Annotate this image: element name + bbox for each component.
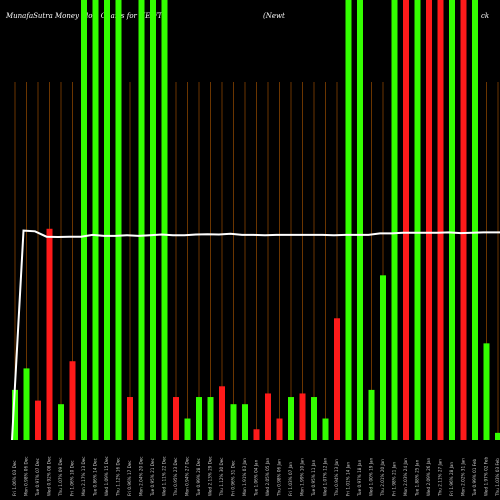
- chart-title-part: ck: [481, 12, 490, 20]
- x-tick-label: Tue 0.86% 14 Dec: [93, 457, 98, 497]
- bar: [184, 418, 191, 440]
- x-tick-label: Tue 0.95% 11 Jan: [311, 459, 316, 497]
- bar: [334, 318, 340, 440]
- x-tick-label: Tue 0.97% 07 Dec: [35, 457, 40, 497]
- bar: [345, 0, 352, 440]
- x-tick-label: Mon 1.91% 03 Jan: [242, 458, 247, 496]
- x-tick-label: Mon 2.03% 24 Jan: [403, 458, 408, 496]
- x-tick-label: Wed 2.05% 05 Jan: [265, 457, 270, 496]
- x-tick-label: Fri 1.96% 28 Jan: [449, 462, 454, 496]
- bar: [46, 228, 53, 440]
- bar: [161, 0, 168, 440]
- x-tick-label: Thu 2.11% 27 Jan: [438, 459, 443, 497]
- x-tick-label: Mon 2.04% 20 Dec: [139, 456, 144, 496]
- x-tick-label: Thu 1.03% 03 Feb: [495, 458, 500, 497]
- bar: [150, 0, 156, 440]
- x-tick-label: Thu 0.95% 23 Dec: [173, 457, 178, 497]
- x-tick-label: Tue 1.88% 25 Jan: [415, 459, 420, 497]
- bar: [299, 393, 306, 440]
- bar: [460, 0, 467, 440]
- x-tick-label: Mon 1.99% 10 Jan: [300, 458, 305, 496]
- x-tick-label: Wed 1.07% 12 Jan: [323, 457, 328, 496]
- bar: [403, 0, 409, 440]
- x-tick-label: Tue 0.97% 18 Jan: [357, 459, 362, 497]
- bar: [58, 404, 64, 440]
- bar: [276, 418, 283, 440]
- bar: [69, 361, 76, 440]
- x-tick-label: Fri 1.01% 14 Jan: [346, 462, 351, 496]
- bar: [81, 0, 87, 440]
- bar: [391, 0, 398, 440]
- x-tick-label: Wed 1.00% 19 Jan: [369, 457, 374, 496]
- bar: [322, 418, 329, 440]
- bar: [242, 404, 248, 440]
- x-tick-label: Mon 2.17% 13 Dec: [81, 456, 86, 496]
- x-tick-label: Wed 1.97% 02 Feb: [484, 456, 489, 496]
- x-tick-label: Thu 1.12% 16 Dec: [116, 457, 121, 497]
- x-tick-label: Thu 0.98% 06 Jan: [277, 459, 282, 497]
- x-tick-label: Wed 2.13% 29 Dec: [208, 455, 213, 496]
- bar: [127, 397, 133, 440]
- bar: [495, 432, 500, 440]
- x-tick-label: Fri 1.06% 10 Dec: [70, 460, 75, 496]
- bar: [368, 389, 375, 440]
- bar: [115, 0, 122, 440]
- bar: [414, 0, 421, 440]
- bar: [196, 397, 202, 440]
- x-tick-label: Fri 1.98% 21 Jan: [392, 462, 397, 496]
- bar: [437, 0, 444, 440]
- x-tick-label: Thu 1.07% 09 Dec: [58, 457, 63, 497]
- bar: [483, 343, 490, 440]
- x-tick-label: Mon 2.02% 31 Jan: [461, 458, 466, 496]
- chart-title-part: (Newt: [263, 12, 285, 20]
- x-tick-label: Mon 0.98% 06 Dec: [24, 456, 29, 496]
- bar: [173, 397, 179, 440]
- x-tick-label: Fri 1.03% 07 Jan: [288, 462, 293, 496]
- x-tick-label: Tue 0.99% 28 Dec: [196, 457, 201, 497]
- bar: [219, 386, 225, 440]
- bar: [253, 429, 260, 440]
- bar: [357, 0, 363, 440]
- trend-line: [11, 229, 500, 441]
- bar: [207, 397, 214, 440]
- x-tick-label: Fri 0.96% 31 Dec: [231, 460, 236, 496]
- x-tick-label: Tue 1.06% 04 Jan: [254, 459, 259, 497]
- x-tick-label: Fri 1.06% 03 Dec: [12, 460, 17, 496]
- bar: [265, 393, 271, 440]
- bar: [35, 400, 41, 440]
- bar: [23, 368, 30, 440]
- bar: [104, 0, 110, 440]
- x-tick-label: Tue 0.95% 21 Dec: [150, 457, 155, 497]
- x-tick-label: Wed 0.92% 08 Dec: [47, 455, 52, 496]
- x-tick-label: Tue 0.99% 01 Feb: [472, 458, 477, 497]
- bar: [288, 397, 294, 440]
- bar: [230, 404, 237, 440]
- bar: [449, 0, 455, 440]
- x-tick-label: Thu 2.01% 20 Jan: [380, 459, 385, 497]
- bar: [311, 397, 317, 440]
- x-tick-label: Fri 0.96% 17 Dec: [127, 460, 132, 496]
- bar: [138, 0, 145, 440]
- x-tick-label: Thu 1.12% 30 Dec: [219, 457, 224, 497]
- bar: [472, 0, 478, 440]
- bar: [92, 0, 99, 440]
- bar: [426, 0, 432, 440]
- x-tick-label: Mon 0.94% 27 Dec: [185, 456, 190, 496]
- bar: [380, 275, 386, 440]
- x-tick-label: Wed 1.11% 22 Dec: [162, 455, 167, 496]
- bar: [12, 389, 18, 440]
- x-tick-label: Thu 0.94% 13 Jan: [334, 459, 339, 497]
- x-tick-label: Wed 1.09% 15 Dec: [104, 455, 109, 496]
- x-tick-label: Wed 2.09% 26 Jan: [426, 457, 431, 496]
